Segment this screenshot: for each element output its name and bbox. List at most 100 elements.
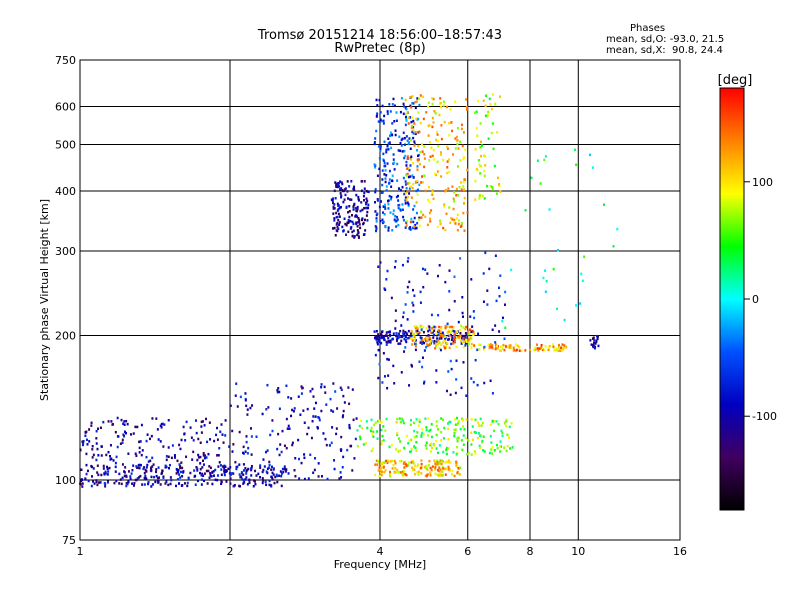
data-point <box>386 334 389 337</box>
data-point <box>504 344 507 348</box>
data-point <box>428 340 431 343</box>
x-tick-label: 16 <box>673 545 687 558</box>
data-point <box>492 147 495 151</box>
data-point <box>267 466 270 470</box>
data-point <box>424 464 427 468</box>
data-point <box>490 448 493 451</box>
data-point <box>363 218 366 222</box>
data-point <box>379 118 382 121</box>
data-point <box>429 474 432 477</box>
data-point <box>511 446 514 449</box>
data-point <box>499 190 502 193</box>
data-point <box>594 342 597 345</box>
data-point <box>376 419 379 423</box>
data-point <box>410 155 413 158</box>
stats-x-line: mean, sd,X: 90.8, 24.4 <box>606 45 723 56</box>
data-point <box>442 418 445 422</box>
data-point <box>459 331 462 335</box>
data-point <box>196 467 199 470</box>
data-point <box>489 184 492 188</box>
data-point <box>467 332 470 336</box>
data-point <box>446 171 449 175</box>
data-point <box>592 336 595 340</box>
data-point <box>441 331 444 335</box>
data-point <box>336 225 339 229</box>
data-point <box>292 410 295 413</box>
data-point <box>229 482 232 485</box>
data-point <box>430 442 433 446</box>
data-point <box>232 472 235 475</box>
data-point <box>435 130 438 134</box>
data-point <box>416 431 419 434</box>
data-point <box>264 450 267 454</box>
data-point <box>424 215 427 219</box>
data-point <box>112 459 115 462</box>
data-point <box>439 101 442 105</box>
data-point <box>338 215 341 218</box>
data-point <box>541 348 544 352</box>
data-point <box>580 272 583 276</box>
data-point <box>426 339 429 343</box>
data-point <box>384 177 387 180</box>
data-point <box>412 310 415 313</box>
data-point <box>216 438 219 441</box>
data-point <box>440 439 443 442</box>
data-point <box>394 129 397 132</box>
data-point <box>349 444 352 448</box>
data-point <box>384 288 387 292</box>
data-point <box>421 428 424 431</box>
data-point <box>395 225 398 228</box>
data-point <box>411 174 414 177</box>
data-point <box>386 386 389 390</box>
data-point <box>397 223 400 227</box>
data-point <box>388 134 391 137</box>
data-point <box>240 471 243 474</box>
data-point <box>430 209 433 212</box>
data-point <box>377 469 380 472</box>
data-point <box>203 424 206 427</box>
data-point <box>513 348 516 352</box>
data-point <box>404 115 407 119</box>
data-point <box>294 456 297 460</box>
data-point <box>220 423 223 426</box>
data-point <box>405 118 408 121</box>
data-point <box>400 138 403 142</box>
data-point <box>347 211 350 214</box>
data-point <box>270 465 273 469</box>
data-point <box>439 335 442 338</box>
data-point <box>413 445 416 448</box>
data-point <box>351 213 354 217</box>
data-point <box>402 102 405 106</box>
data-point <box>81 482 84 485</box>
data-point <box>145 439 148 443</box>
data-point <box>456 465 459 469</box>
data-point <box>433 329 436 332</box>
data-point <box>339 180 342 183</box>
data-point <box>361 427 364 430</box>
data-point <box>423 349 426 352</box>
data-point <box>465 418 468 421</box>
data-point <box>383 375 386 378</box>
data-point <box>205 456 208 459</box>
data-point <box>514 349 517 353</box>
data-point <box>478 197 481 200</box>
data-point <box>402 462 405 465</box>
data-point <box>347 221 350 224</box>
data-point <box>384 469 387 472</box>
data-point <box>420 143 423 146</box>
data-point <box>129 475 132 478</box>
data-point <box>442 104 445 107</box>
data-point <box>123 471 126 474</box>
data-point <box>413 204 416 208</box>
data-point <box>399 189 402 192</box>
data-point <box>410 363 413 367</box>
data-point <box>422 117 425 121</box>
data-point <box>341 188 344 192</box>
data-point <box>309 390 312 393</box>
grid-lines <box>80 60 680 540</box>
data-point <box>498 445 501 448</box>
data-point <box>403 136 406 140</box>
data-point <box>454 391 457 395</box>
data-point <box>410 217 413 221</box>
